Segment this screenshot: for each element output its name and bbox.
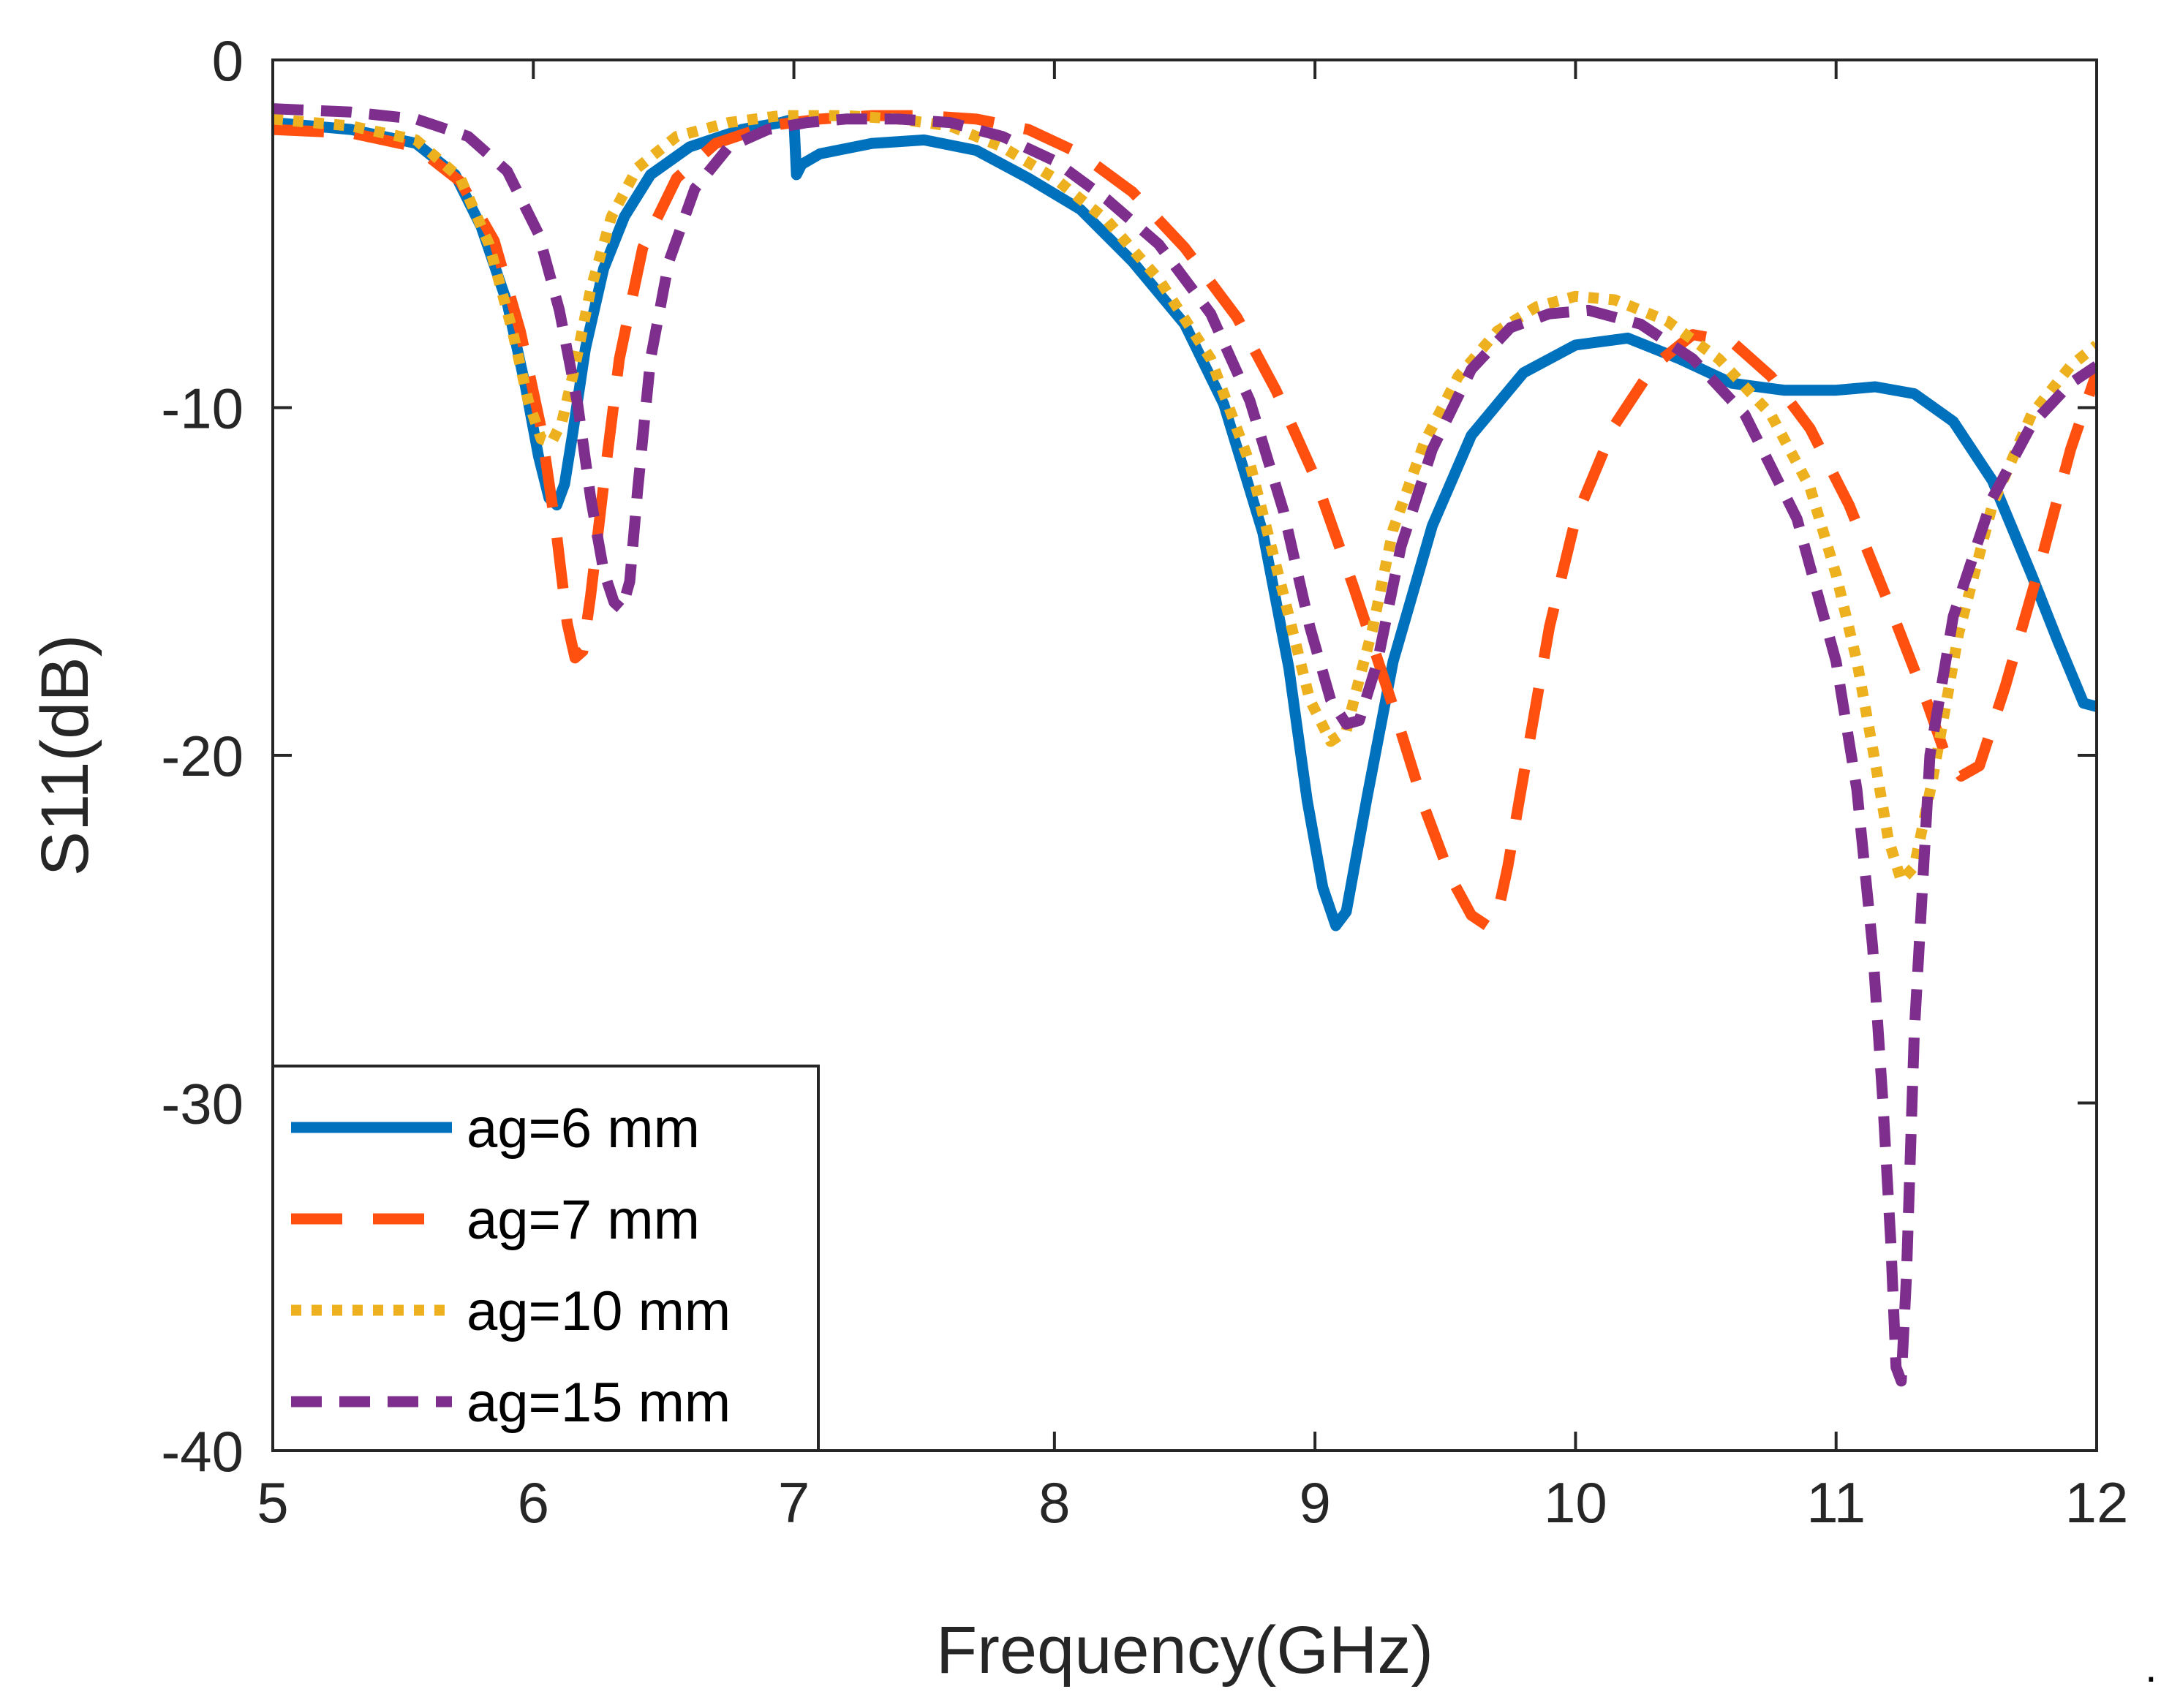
x-tick-label: 6	[518, 1470, 549, 1535]
series-line-1	[273, 113, 2097, 932]
x-tick-label: 8	[1038, 1470, 1070, 1535]
ticks-layer: 5 6 7 8 9 10 11 12 0 -10 -20 -30 -40	[161, 29, 2128, 1535]
y-axis-title: S11(dB)	[28, 635, 102, 877]
y-tick-label: -40	[161, 1419, 244, 1484]
legend-label-2: ag=7 mm	[467, 1189, 700, 1251]
x-axis-title: Frequency(GHz)	[936, 1613, 1433, 1688]
x-tick-label: 10	[1544, 1470, 1607, 1535]
trailing-mark: .	[2145, 1642, 2157, 1691]
x-tick-label: 5	[257, 1470, 288, 1535]
y-tick-label: -20	[161, 724, 244, 788]
series-line-2	[273, 110, 2097, 932]
legend-label-3: ag=10 mm	[467, 1280, 731, 1342]
x-tick-label: 9	[1299, 1470, 1330, 1535]
x-tick-label: 11	[1806, 1470, 1866, 1535]
series-layer	[273, 103, 2097, 1387]
legend: ag=6 mm ag=7 mm ag=10 mm ag=15 mm	[271, 1065, 820, 1452]
legend-items: ag=6 mm ag=7 mm ag=10 mm ag=15 mm	[291, 1097, 731, 1434]
series-line-4	[273, 103, 2097, 1387]
y-tick-label: 0	[212, 29, 244, 93]
y-tick-label: -30	[161, 1072, 244, 1136]
x-tick-label: 7	[778, 1470, 810, 1535]
legend-label-4: ag=15 mm	[467, 1372, 731, 1434]
y-tick-label: -10	[161, 377, 244, 441]
legend-label-1: ag=6 mm	[467, 1097, 700, 1160]
x-tick-label: 12	[2065, 1470, 2129, 1535]
